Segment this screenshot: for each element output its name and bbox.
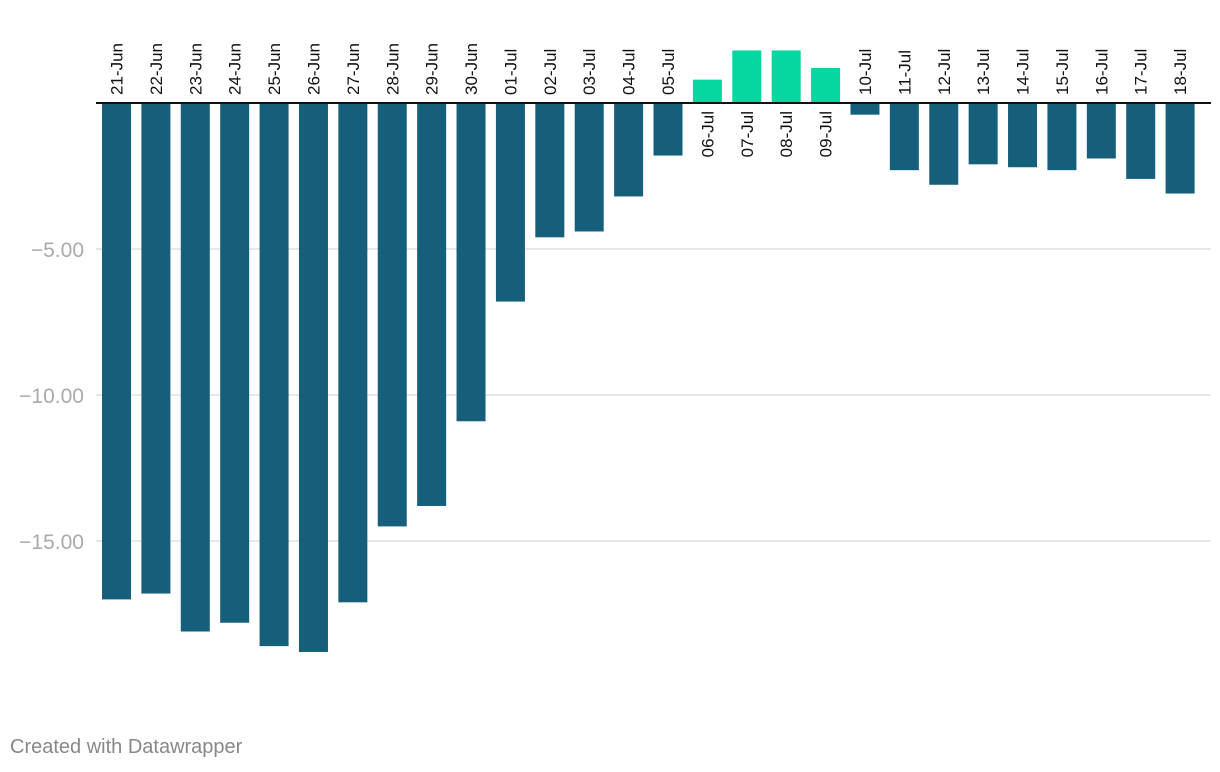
bar-09-jul <box>811 67 841 103</box>
bar-29-jun <box>417 103 447 506</box>
x-category-label: 08-Jul <box>777 111 796 157</box>
x-category-label: 03-Jul <box>580 49 599 95</box>
x-category-label: 17-Jul <box>1132 49 1151 95</box>
bar-03-jul <box>574 103 604 232</box>
bar-chart: −5.00 −10.00 −15.00 21-Jun 22-Jun 23-Jun 24-J… <box>19 43 1211 652</box>
x-category-label: 07-Jul <box>738 111 757 157</box>
bar-23-jun <box>180 103 210 632</box>
x-category-label: 12-Jul <box>935 49 954 95</box>
x-category-label: 13-Jul <box>974 49 993 95</box>
bar-10-jul <box>850 103 880 115</box>
category-labels: 21-Jun 22-Jun 23-Jun 24-Jun 25-Jun 26-Jun 27-J… <box>108 43 1191 157</box>
y-tick-label: −15.00 <box>19 531 84 554</box>
x-category-label: 21-Jun <box>108 43 127 95</box>
x-category-label: 25-Jun <box>265 43 284 95</box>
x-category-label: 24-Jun <box>226 43 245 95</box>
x-category-label: 10-Jul <box>856 49 875 95</box>
x-category-label: 15-Jul <box>1053 49 1072 95</box>
x-category-label: 02-Jul <box>541 49 560 95</box>
bar-21-jun <box>102 103 131 600</box>
bar-02-jul <box>535 103 565 238</box>
bar-30-jun <box>456 103 486 422</box>
x-category-label: 26-Jun <box>304 43 323 95</box>
bar-01-jul <box>495 103 525 302</box>
bar-27-jun <box>338 103 368 603</box>
bar-17-jul <box>1126 103 1156 179</box>
x-category-label: 14-Jul <box>1014 49 1033 95</box>
bar-25-jun <box>259 103 289 647</box>
bar-24-jun <box>220 103 250 623</box>
y-tick-label: −10.00 <box>19 385 84 408</box>
x-category-label: 22-Jun <box>147 43 166 95</box>
x-category-label: 01-Jul <box>501 49 520 95</box>
y-tick-label: −5.00 <box>31 239 84 262</box>
x-category-label: 18-Jul <box>1171 49 1190 95</box>
bar-22-jun <box>141 103 171 594</box>
bar-05-jul <box>653 103 683 156</box>
x-category-label: 04-Jul <box>620 49 639 95</box>
x-category-label: 28-Jun <box>383 43 402 95</box>
x-category-label: 11-Jul <box>895 50 914 95</box>
bar-07-jul <box>732 50 762 103</box>
bar-13-jul <box>968 103 998 165</box>
bar-28-jun <box>377 103 407 527</box>
bar-16-jul <box>1086 103 1116 159</box>
bar-18-jul <box>1165 103 1195 194</box>
x-category-label: 29-Jun <box>423 43 442 95</box>
bar-14-jul <box>1008 103 1038 168</box>
x-category-label: 27-Jun <box>344 43 363 95</box>
bar-26-jun <box>298 103 328 652</box>
x-category-label: 23-Jun <box>186 43 205 95</box>
bar-15-jul <box>1047 103 1077 171</box>
bar-04-jul <box>614 103 644 197</box>
bar-08-jul <box>771 50 801 103</box>
x-category-label: 16-Jul <box>1092 49 1111 95</box>
x-category-label: 06-Jul <box>698 111 717 157</box>
bar-12-jul <box>929 103 959 185</box>
bar-06-jul <box>692 79 722 103</box>
x-category-label: 09-Jul <box>817 111 836 157</box>
x-category-label: 05-Jul <box>659 49 678 95</box>
credit-text: Created with Datawrapper <box>10 736 243 758</box>
bars <box>102 50 1195 652</box>
bar-11-jul <box>889 103 919 171</box>
x-category-label: 30-Jun <box>462 43 481 95</box>
